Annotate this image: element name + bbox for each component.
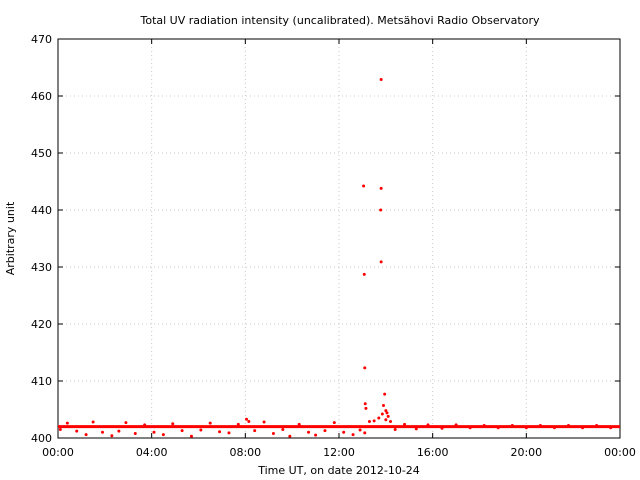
data-point	[379, 77, 383, 81]
data-point	[143, 423, 147, 427]
data-point	[362, 184, 366, 188]
y-tick-label: 440	[31, 204, 52, 217]
data-point	[307, 430, 311, 434]
x-tick-label: 12:00	[323, 446, 355, 459]
grid-lines	[58, 39, 620, 438]
data-point	[180, 429, 184, 433]
data-point	[385, 411, 389, 415]
data-point	[218, 430, 222, 434]
data-point	[364, 406, 368, 410]
data-point	[379, 186, 383, 190]
data-point	[363, 431, 367, 435]
data-point	[65, 421, 69, 425]
data-point	[227, 431, 231, 435]
data-point	[247, 419, 251, 423]
data-point	[351, 433, 355, 437]
y-tick-label: 460	[31, 90, 52, 103]
data-point	[379, 208, 383, 212]
data-point	[552, 426, 556, 430]
y-axis-tick-labels: 400 410 420 430 440 450 460 470	[31, 33, 52, 445]
data-point	[271, 431, 275, 435]
data-point	[124, 421, 128, 425]
chart-title: Total UV radiation intensity (uncalibrat…	[140, 14, 540, 27]
data-point	[389, 419, 393, 423]
data-point	[84, 433, 88, 437]
data-point	[381, 404, 385, 408]
y-tick-label: 430	[31, 261, 52, 274]
data-point	[581, 426, 585, 430]
x-axis-label: Time UT, on date 2012-10-24	[257, 464, 420, 477]
y-tick-label: 410	[31, 375, 52, 388]
data-point	[362, 272, 366, 276]
data-point	[403, 422, 407, 426]
data-point	[236, 422, 240, 426]
data-point	[208, 421, 212, 425]
y-tick-label: 470	[31, 33, 52, 46]
data-point	[566, 423, 570, 427]
data-point	[281, 427, 285, 431]
x-axis-tick-labels: 00:00 04:00 08:00 12:00 16:00 20:00 00:00	[42, 446, 636, 459]
x-tick-label: 00:00	[42, 446, 74, 459]
data-point	[377, 416, 381, 420]
data-point	[372, 419, 376, 423]
data-point	[297, 422, 301, 426]
data-point	[288, 434, 292, 438]
data-point	[379, 260, 383, 264]
x-tick-label: 16:00	[417, 446, 449, 459]
y-tick-label: 400	[31, 432, 52, 445]
data-point	[342, 430, 346, 434]
data-points	[58, 77, 613, 438]
data-point	[91, 420, 95, 424]
data-point	[383, 392, 387, 396]
data-point	[58, 427, 62, 431]
plot-area-frame	[57, 38, 621, 439]
data-point	[496, 426, 500, 430]
data-point	[595, 423, 599, 427]
data-point	[117, 429, 121, 433]
data-point	[367, 419, 371, 423]
data-point	[199, 428, 203, 432]
data-point	[380, 412, 384, 416]
data-point	[510, 423, 514, 427]
x-tick-label: 00:00	[604, 446, 636, 459]
data-point	[262, 420, 266, 424]
data-point	[314, 433, 318, 437]
data-point	[100, 430, 104, 434]
data-point	[386, 414, 390, 418]
y-tick-label: 450	[31, 147, 52, 160]
data-point	[538, 423, 542, 427]
data-point	[468, 426, 472, 430]
data-point	[384, 409, 388, 413]
data-point	[133, 431, 137, 435]
data-point	[161, 433, 165, 437]
x-tick-label: 20:00	[510, 446, 542, 459]
data-point	[189, 434, 193, 438]
data-point	[253, 429, 257, 433]
data-point	[332, 421, 336, 425]
y-axis-label: Arbitrary unit	[4, 201, 17, 275]
x-tick-label: 04:00	[136, 446, 168, 459]
data-point	[171, 422, 175, 426]
data-point	[440, 426, 444, 430]
axis-ticks	[57, 38, 621, 439]
data-point	[454, 423, 458, 427]
data-point	[110, 434, 114, 438]
data-point	[363, 402, 367, 406]
data-point	[393, 427, 397, 431]
data-point	[384, 418, 388, 422]
x-tick-label: 08:00	[229, 446, 261, 459]
data-point	[358, 428, 362, 432]
data-point	[609, 426, 613, 430]
data-point	[363, 366, 367, 370]
data-point	[245, 417, 249, 421]
data-point	[323, 429, 327, 433]
y-tick-label: 420	[31, 318, 52, 331]
data-point	[524, 426, 528, 430]
data-point	[75, 429, 79, 433]
data-point	[482, 423, 486, 427]
data-point	[426, 423, 430, 427]
data-point	[414, 427, 418, 431]
data-point	[152, 430, 156, 434]
